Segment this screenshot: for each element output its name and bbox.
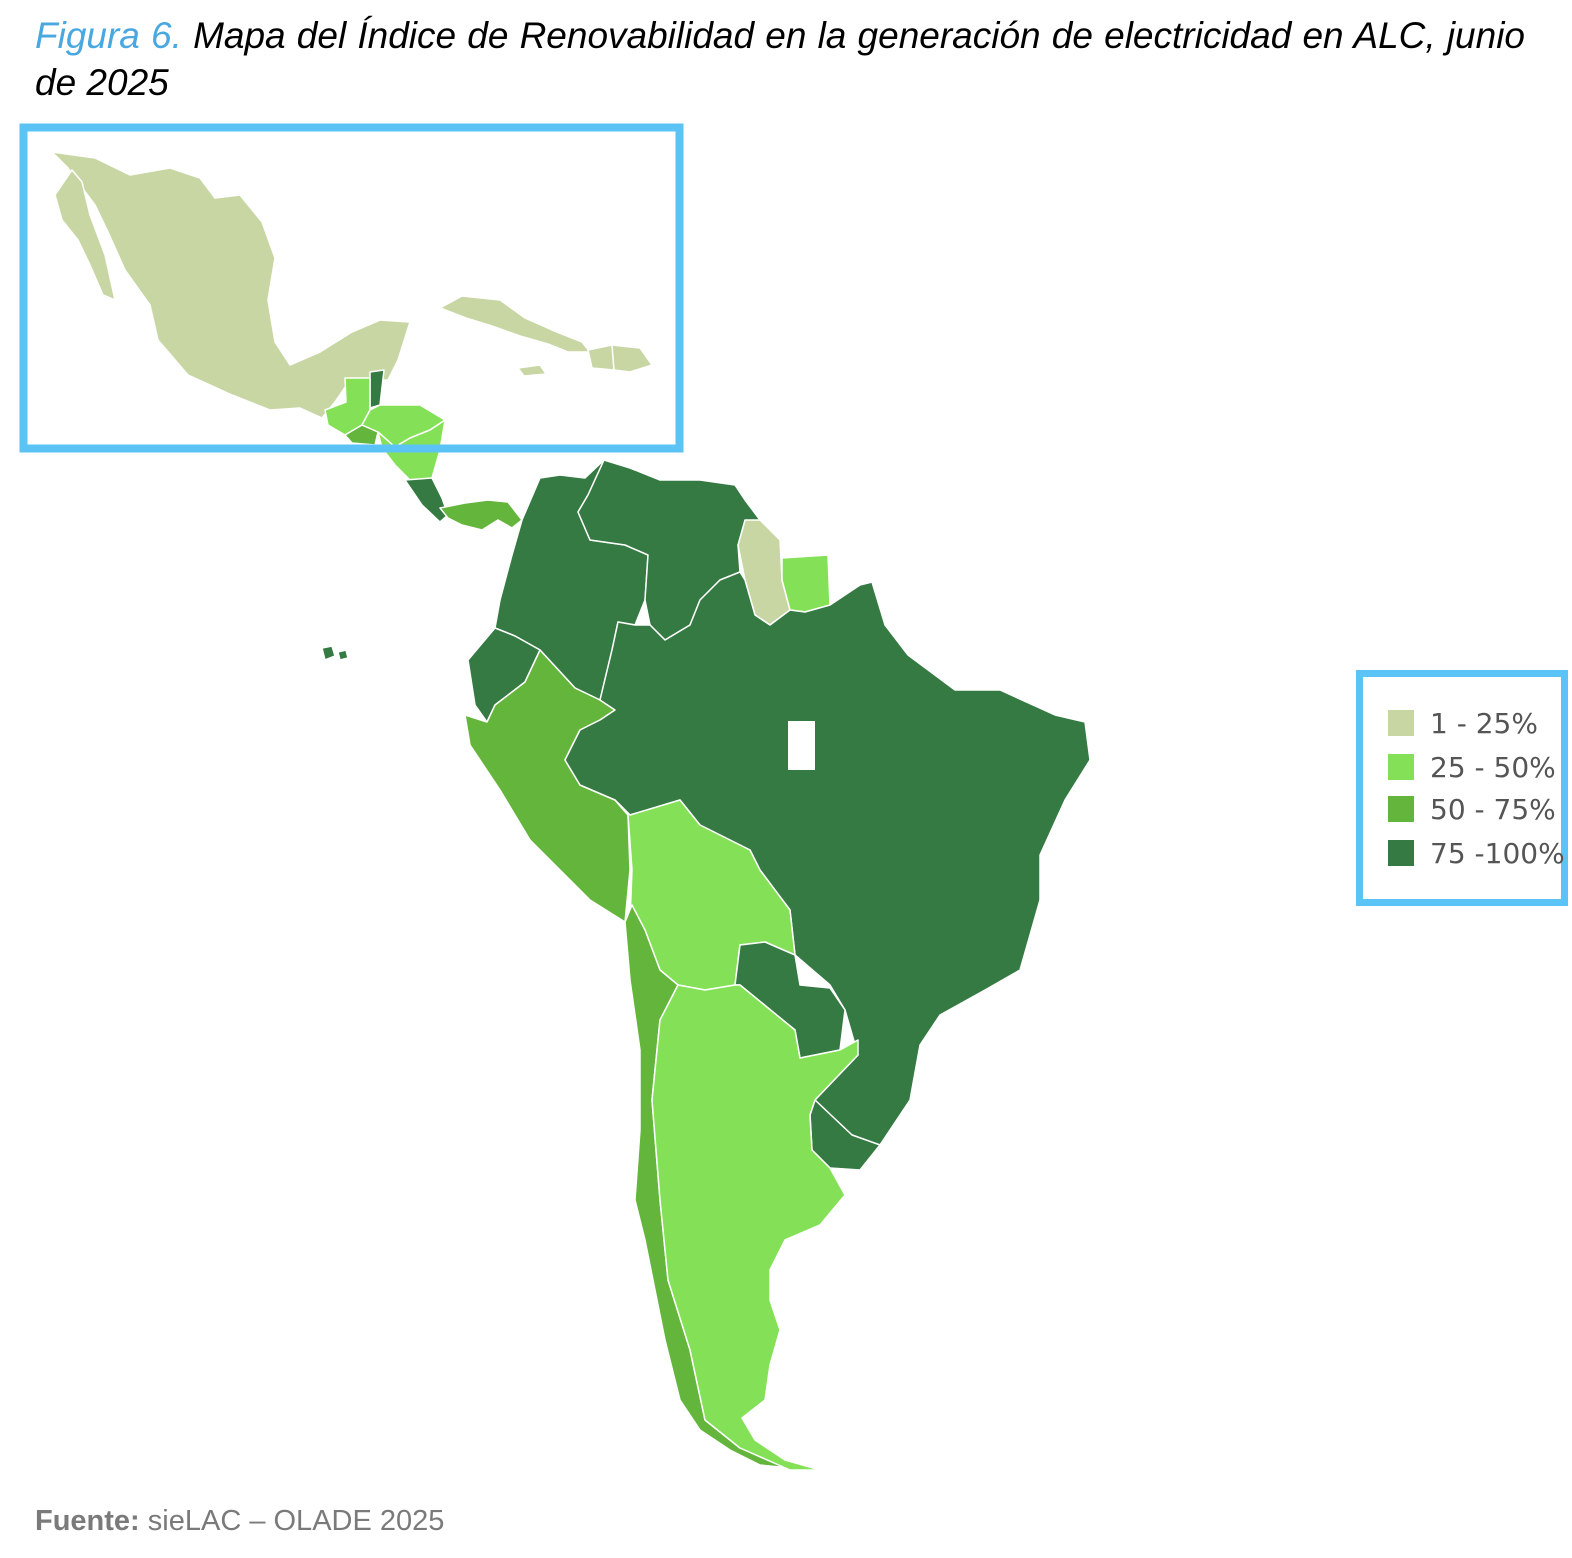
source-prefix: Fuente:: [35, 1505, 140, 1537]
region-dominican-republic: [611, 344, 653, 373]
legend-label: 1 - 25%: [1430, 706, 1538, 740]
legend-swatch: [1388, 840, 1414, 866]
region-suriname: [781, 554, 831, 613]
region-haiti: [587, 344, 615, 371]
legend-item-50-75: 50 - 75%: [1388, 791, 1556, 827]
figure-title-text: Mapa del Índice de Renovabilidad en la g…: [35, 15, 1525, 103]
legend-label: 25 - 50%: [1430, 750, 1556, 784]
legend-item-25-50: 25 - 50%: [1388, 749, 1556, 785]
region-costa-rica: [404, 477, 449, 523]
source-text: sieLAC – OLADE 2025: [139, 1505, 445, 1537]
figure-title: Figura 6. Mapa del Índice de Renovabilid…: [35, 12, 1525, 106]
region-ecuador: [321, 645, 349, 661]
region-jamaica: [517, 364, 547, 377]
legend-swatch: [1388, 754, 1414, 780]
map-label-box: [788, 721, 815, 770]
region-panama: [439, 499, 523, 531]
legend-swatch: [1388, 796, 1414, 822]
legend-item-1-25: 1 - 25%: [1388, 705, 1538, 741]
region-cuba: [439, 295, 591, 353]
region-el-salvador: [344, 424, 379, 446]
legend-label: 75 -100%: [1430, 836, 1565, 870]
region-belize: [369, 369, 385, 409]
region-mexico: [54, 169, 116, 301]
inset-frame: [19, 123, 684, 453]
legend-swatch: [1388, 710, 1414, 736]
region-argentina: [651, 984, 859, 1471]
legend-item-75-100: 75 -100%: [1388, 835, 1565, 871]
region-mexico: [51, 151, 411, 419]
legend: 1 - 25% 25 - 50% 50 - 75% 75 -100%: [1356, 670, 1568, 906]
legend-label: 50 - 75%: [1430, 792, 1556, 826]
figure-label: Figura 6.: [35, 15, 182, 56]
source-note: Fuente: sieLAC – OLADE 2025: [35, 1505, 444, 1538]
